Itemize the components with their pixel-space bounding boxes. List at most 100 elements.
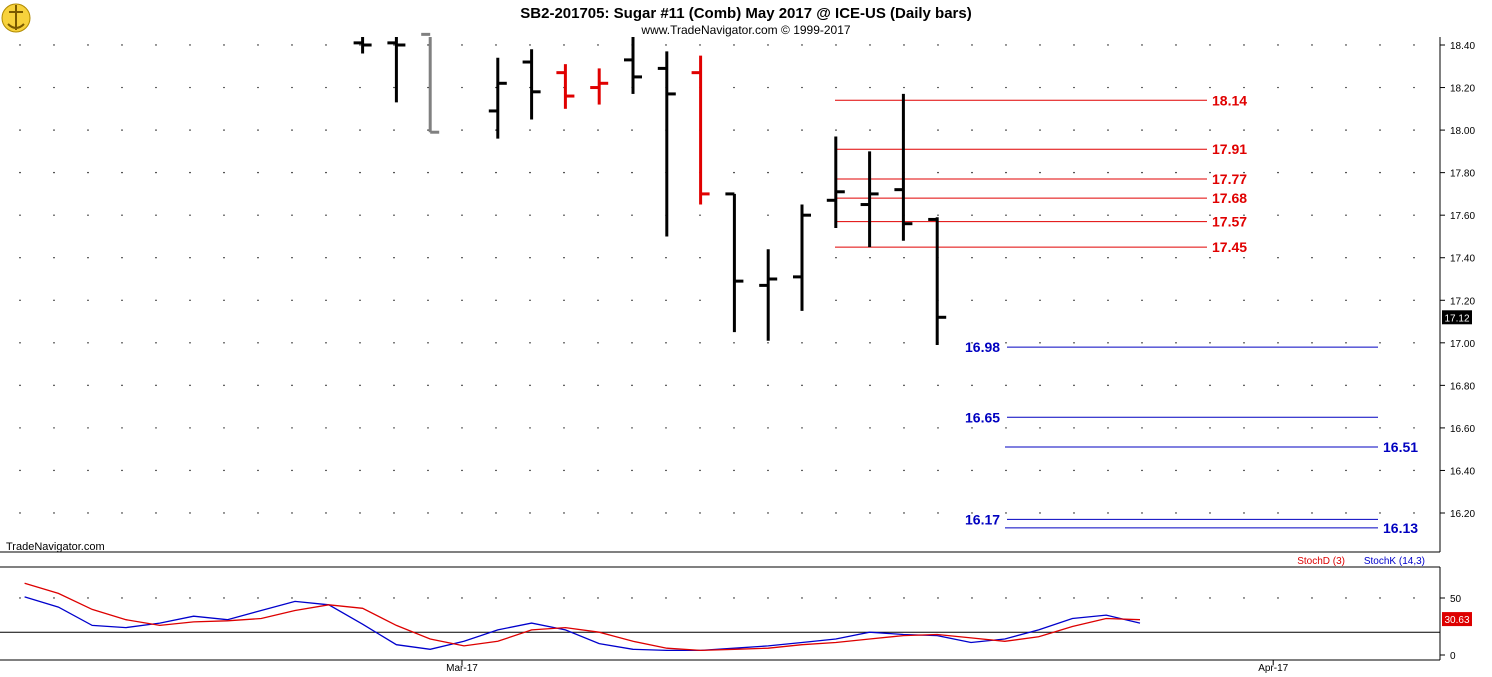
grid-dot — [835, 512, 837, 514]
grid-dot — [1141, 469, 1143, 472]
grid-dot — [869, 86, 871, 89]
grid-dot — [529, 342, 531, 344]
grid-dot — [495, 299, 497, 301]
grid-dot — [19, 129, 21, 131]
grid-dot — [631, 342, 633, 344]
grid-dot — [1175, 512, 1177, 514]
grid-dot — [189, 299, 191, 301]
grid-dot — [1209, 86, 1211, 89]
grid-dot — [257, 512, 259, 514]
grid-dot — [1413, 597, 1415, 599]
grid-dot — [869, 427, 871, 429]
grid-dot — [325, 86, 327, 89]
grid-dot — [1311, 597, 1313, 599]
grid-dot — [325, 171, 327, 174]
grid-dot — [257, 469, 259, 472]
grid-dot — [427, 171, 429, 174]
grid-dot — [1243, 86, 1245, 89]
grid-dot — [1311, 44, 1313, 46]
grid-dot — [665, 427, 667, 429]
grid-dot — [121, 171, 123, 174]
grid-dot — [1141, 427, 1143, 429]
grid-dot — [87, 44, 89, 46]
grid-dot — [359, 44, 361, 46]
grid-dot — [1107, 469, 1109, 472]
grid-dot — [631, 597, 633, 599]
grid-dot — [971, 342, 973, 344]
grid-dot — [1243, 44, 1245, 46]
grid-dot — [87, 129, 89, 131]
grid-dot — [291, 469, 293, 472]
grid-dot — [291, 214, 293, 216]
grid-dot — [325, 597, 327, 599]
grid-dot — [19, 469, 21, 472]
grid-dot — [461, 299, 463, 301]
grid-dot — [1277, 512, 1279, 514]
grid-dot — [869, 384, 871, 387]
grid-dot — [903, 384, 905, 387]
grid-dot — [563, 299, 565, 301]
grid-dot — [903, 44, 905, 46]
resistance-label: 17.91 — [1212, 141, 1247, 157]
grid-dot — [155, 214, 157, 216]
grid-dot — [1345, 469, 1347, 472]
grid-dot — [1277, 597, 1279, 599]
grid-dot — [1413, 469, 1415, 472]
grid-dot — [1107, 44, 1109, 46]
grid-dot — [1107, 512, 1109, 514]
grid-dot — [189, 342, 191, 344]
grid-dot — [393, 86, 395, 89]
grid-dot — [223, 171, 225, 174]
price-tick-label: 17.00 — [1450, 339, 1475, 350]
grid-dot — [1141, 171, 1143, 174]
grid-dot — [1175, 44, 1177, 46]
grid-dot — [971, 384, 973, 387]
grid-dot — [563, 427, 565, 429]
grid-dot — [87, 257, 89, 259]
grid-dot — [733, 86, 735, 89]
grid-dot — [903, 469, 905, 472]
grid-dot — [563, 257, 565, 259]
grid-dot — [325, 257, 327, 259]
grid-dot — [631, 384, 633, 387]
grid-dot — [155, 597, 157, 599]
grid-dot — [155, 44, 157, 46]
grid-dot — [189, 597, 191, 599]
grid-dot — [563, 44, 565, 46]
grid-dot — [597, 597, 599, 599]
grid-dot — [1379, 469, 1381, 472]
grid-dot — [461, 469, 463, 472]
grid-dot — [835, 427, 837, 429]
grid-dot — [1311, 214, 1313, 216]
grid-dot — [393, 44, 395, 46]
grid-dot — [665, 257, 667, 259]
grid-dot — [767, 469, 769, 472]
grid-dot — [801, 469, 803, 472]
grid-dot — [597, 257, 599, 259]
grid-dot — [937, 44, 939, 46]
grid-dot — [699, 299, 701, 301]
last-price-label: 17.12 — [1444, 313, 1469, 324]
grid-dot — [189, 44, 191, 46]
grid-dot — [53, 384, 55, 387]
grid-dot — [631, 427, 633, 429]
grid-dot — [1175, 597, 1177, 599]
grid-dot — [1277, 171, 1279, 174]
grid-dot — [1175, 171, 1177, 174]
grid-dot — [1175, 384, 1177, 387]
grid-dot — [903, 427, 905, 429]
grid-dot — [1209, 469, 1211, 472]
grid-dot — [495, 597, 497, 599]
grid-dot — [461, 214, 463, 216]
grid-dot — [767, 342, 769, 344]
grid-dot — [733, 44, 735, 46]
grid-dot — [801, 129, 803, 131]
grid-dot — [597, 171, 599, 174]
grid-dot — [121, 257, 123, 259]
grid-dot — [1413, 214, 1415, 216]
grid-dot — [1345, 214, 1347, 216]
grid-dot — [1039, 597, 1041, 599]
grid-dot — [971, 597, 973, 599]
grid-dot — [325, 44, 327, 46]
grid-dot — [1073, 171, 1075, 174]
